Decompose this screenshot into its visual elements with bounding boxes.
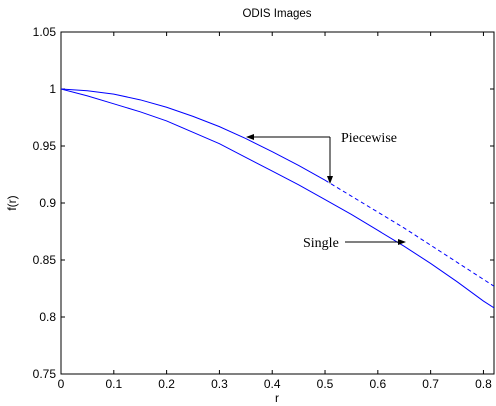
series-line-piecewise-dashed: [324, 179, 494, 287]
y-tick-label: 0.95: [33, 139, 57, 153]
y-tick-label: 0.75: [33, 367, 57, 381]
x-axis-label: r: [275, 391, 279, 405]
chart-title: ODIS Images: [242, 8, 311, 20]
annotation-piecewise: Piecewise: [246, 131, 397, 184]
x-tick-label: 0.1: [105, 377, 122, 391]
y-tick-label: 1: [49, 82, 56, 96]
annotation-piecewise-text: Piecewise: [341, 131, 397, 146]
annotation-piecewise-arrowhead-left: [246, 134, 254, 140]
x-tick-label: 0.5: [317, 377, 334, 391]
x-tick-label: 0.8: [475, 377, 492, 391]
y-tick-label: 1.05: [33, 25, 57, 39]
x-tick-label: 0.3: [211, 377, 228, 391]
y-tick-label: 0.8: [39, 310, 56, 324]
x-tick-label: 0.2: [158, 377, 175, 391]
series-line-piecewise-solid: [61, 88, 326, 181]
y-tick-label: 0.85: [33, 253, 57, 267]
annotation-piecewise-arrowhead-down: [327, 176, 333, 184]
x-tick-label: 0.4: [264, 377, 281, 391]
annotation-single-arrowhead: [398, 239, 406, 245]
y-tick-label: 0.9: [39, 196, 56, 210]
series-line-single: [61, 88, 494, 309]
plot-area: [60, 31, 495, 375]
x-tick-label: 0.7: [422, 377, 439, 391]
annotation-single-text: Single: [303, 236, 339, 251]
annotation-single: Single: [303, 236, 406, 251]
y-axis-label: f(r): [5, 195, 19, 210]
x-tick-label: 0: [58, 377, 65, 391]
x-tick-label: 0.6: [369, 377, 386, 391]
